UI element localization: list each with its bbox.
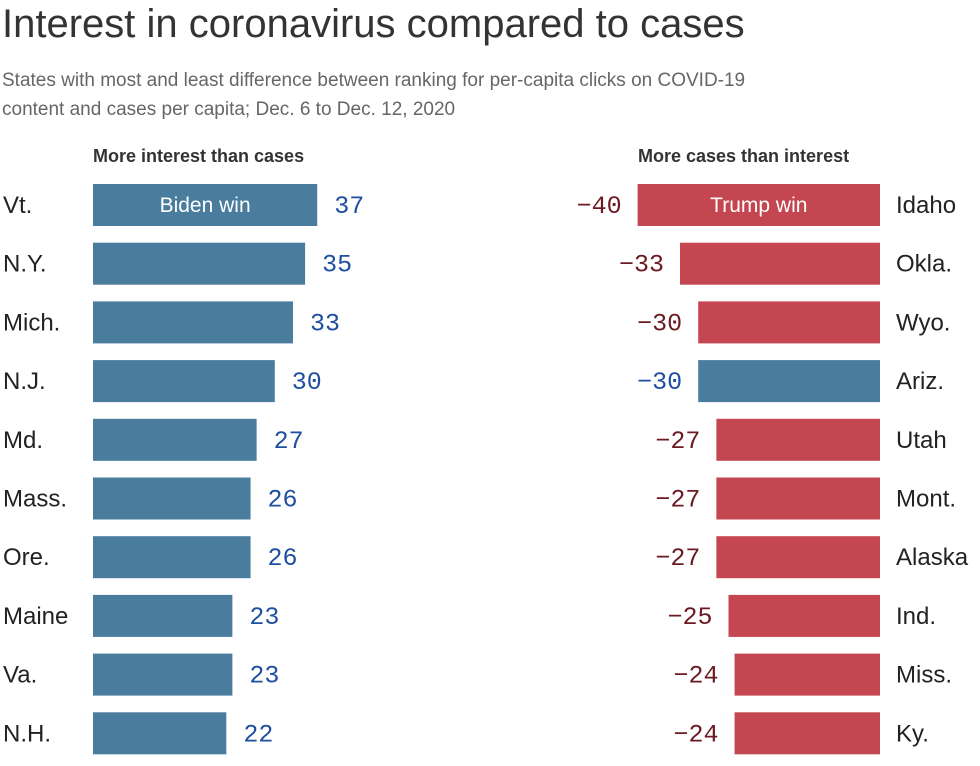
chart-title: Interest in coronavirus compared to case… bbox=[2, 2, 745, 46]
value-label-n-j: 30 bbox=[292, 368, 322, 397]
value-label-mont: −27 bbox=[655, 486, 700, 515]
state-label-va: Va. bbox=[3, 662, 37, 689]
annotation-trump-win: Trump win bbox=[710, 194, 807, 217]
value-label-mich: 33 bbox=[310, 309, 340, 338]
state-label-miss: Miss. bbox=[896, 662, 952, 689]
state-label-maine: Maine bbox=[3, 603, 68, 630]
bar-ariz bbox=[698, 360, 880, 403]
bar-n-j bbox=[93, 360, 275, 403]
value-label-md: 27 bbox=[274, 427, 304, 456]
state-label-mont: Mont. bbox=[896, 486, 956, 513]
state-label-vt: Vt. bbox=[3, 192, 32, 219]
value-label-miss: −24 bbox=[674, 662, 719, 691]
state-label-mass: Mass. bbox=[3, 486, 67, 513]
annotation-biden-win: Biden win bbox=[160, 194, 251, 217]
bar-okla bbox=[680, 242, 880, 285]
value-label-vt: 37 bbox=[334, 192, 364, 221]
value-label-ind: −25 bbox=[667, 603, 712, 632]
bar-mont bbox=[716, 477, 880, 520]
state-label-n-j: N.J. bbox=[3, 368, 46, 395]
value-label-alaska: −27 bbox=[655, 544, 700, 573]
state-label-md: Md. bbox=[3, 427, 43, 454]
bar-ky bbox=[734, 712, 880, 755]
state-label-n-h: N.H. bbox=[3, 720, 51, 747]
state-label-n-y: N.Y. bbox=[3, 251, 47, 278]
value-label-n-h: 22 bbox=[243, 720, 273, 749]
state-label-utah: Utah bbox=[896, 427, 947, 454]
bar-va bbox=[93, 653, 233, 696]
state-label-okla: Okla. bbox=[896, 251, 952, 278]
bar-miss bbox=[734, 653, 880, 696]
bar-maine bbox=[93, 594, 233, 637]
bar-mich bbox=[93, 301, 293, 344]
bar-ore bbox=[93, 536, 251, 579]
chart-subtitle: States with most and least difference be… bbox=[2, 70, 746, 120]
state-label-mich: Mich. bbox=[3, 309, 60, 336]
state-label-idaho: Idaho bbox=[896, 192, 956, 219]
state-label-ind: Ind. bbox=[896, 603, 936, 630]
bar-n-y bbox=[93, 242, 306, 285]
bar-wyo bbox=[698, 301, 880, 344]
bar-md bbox=[93, 418, 257, 461]
left-panel-heading: More interest than cases bbox=[93, 146, 305, 166]
bar-utah bbox=[716, 418, 880, 461]
right-panel-heading: More cases than interest bbox=[638, 146, 850, 166]
bar-mass bbox=[93, 477, 251, 520]
value-label-mass: 26 bbox=[268, 486, 298, 515]
bar-idaho bbox=[637, 184, 880, 226]
value-label-okla: −33 bbox=[619, 251, 664, 280]
bar-ind bbox=[728, 594, 880, 637]
state-label-ky: Ky. bbox=[896, 720, 929, 747]
value-label-n-y: 35 bbox=[322, 251, 352, 280]
state-label-wyo: Wyo. bbox=[896, 309, 950, 336]
value-label-idaho: −40 bbox=[577, 192, 622, 221]
value-label-ky: −24 bbox=[674, 720, 719, 749]
value-label-va: 23 bbox=[249, 662, 279, 691]
value-label-ore: 26 bbox=[268, 544, 298, 573]
value-label-maine: 23 bbox=[249, 603, 279, 632]
state-label-ore: Ore. bbox=[3, 544, 50, 571]
value-label-ariz: −30 bbox=[637, 368, 682, 397]
value-label-wyo: −30 bbox=[637, 309, 682, 338]
bar-n-h bbox=[93, 712, 227, 755]
bar-vt bbox=[93, 184, 318, 226]
state-label-alaska: Alaska bbox=[896, 544, 969, 571]
value-label-utah: −27 bbox=[655, 427, 700, 456]
bar-alaska bbox=[716, 536, 880, 579]
state-label-ariz: Ariz. bbox=[896, 368, 944, 395]
